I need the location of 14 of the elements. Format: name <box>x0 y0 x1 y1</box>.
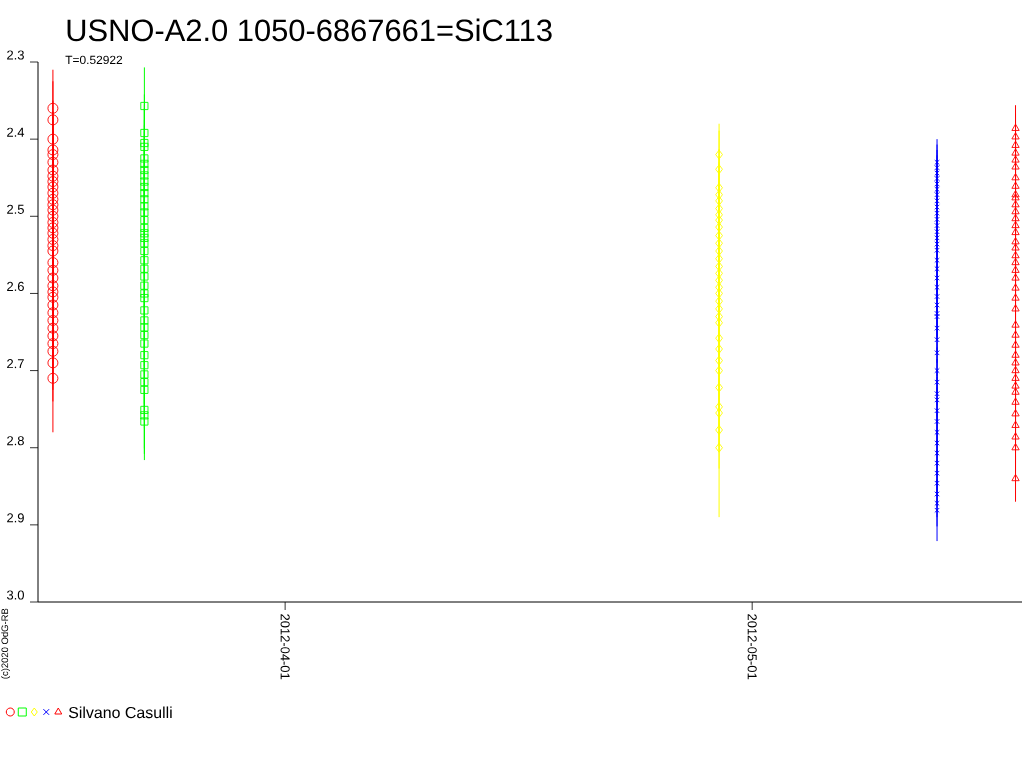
y-tick-label: 2.7 <box>7 359 24 369</box>
y-tick-label: 2.6 <box>7 281 24 292</box>
x-tick-label: 2012-05-01 <box>747 614 757 680</box>
x-tick-label: 2012-04-01 <box>280 614 290 680</box>
y-tick-label: 2.9 <box>7 513 24 523</box>
annotation: T=0.52922 <box>65 55 123 65</box>
y-tick-label: 2.8 <box>7 436 24 446</box>
y-tick-label: 3.0 <box>6 590 24 600</box>
text: Silvano Casulli <box>68 706 172 719</box>
chart-title: USNO-A2.0 1050-6867661=SiC113 <box>67 18 552 42</box>
y-tick-label: 2.4 <box>7 127 25 137</box>
text: (c)2020 OdG-RB <box>1 608 11 679</box>
y-tick-label: 2.5 <box>7 204 24 214</box>
y-tick-label: 2.3 <box>7 50 24 60</box>
